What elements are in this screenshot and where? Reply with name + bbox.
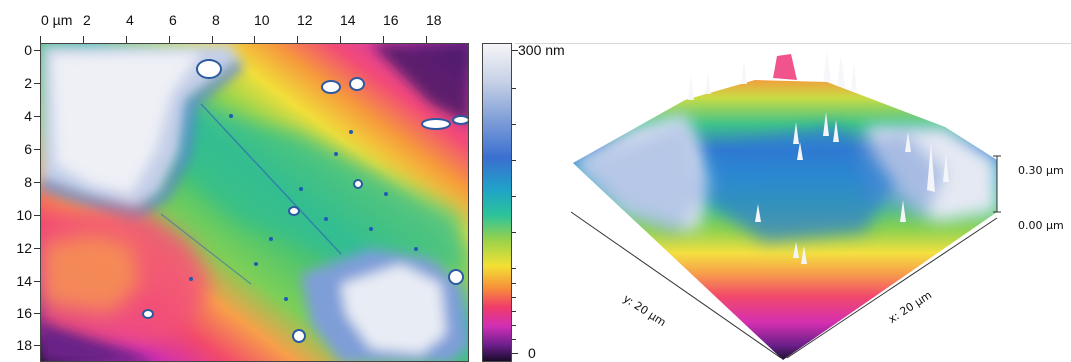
x-tick-label: 14 [340, 12, 356, 28]
x-axis-tick [169, 36, 170, 43]
x-axis-tick [126, 36, 127, 43]
x-axis-tick [297, 36, 298, 43]
x-tick-label: 8 [212, 12, 220, 28]
y-tick-label: 2 [24, 75, 32, 91]
y-axis-tick [34, 50, 40, 51]
scale-tick [512, 160, 516, 161]
3d-z-top-label: 0.30 µm [1018, 164, 1064, 177]
x-tick-label: 0 µm [41, 12, 73, 28]
y-axis-tick [34, 313, 40, 314]
afm-height-map [40, 43, 469, 362]
scale-tick [512, 325, 516, 326]
x-tick-label: 6 [169, 12, 177, 28]
x-axis-tick [383, 36, 384, 43]
scale-tick [512, 50, 518, 51]
scale-tick [512, 196, 516, 197]
x-tick-label: 16 [383, 12, 399, 28]
y-axis-tick [34, 215, 40, 216]
x-tick-label: 18 [426, 12, 442, 28]
y-axis-tick [34, 248, 40, 249]
x-tick-label: 2 [83, 12, 91, 28]
color-scale-max-label: 300 nm [518, 42, 565, 58]
y-axis-tick [34, 345, 40, 346]
3d-y-axis-line [570, 211, 782, 359]
scale-tick [512, 124, 516, 125]
y-tick-label: 12 [16, 240, 32, 256]
scale-tick [512, 353, 518, 354]
y-tick-label: 0 [24, 42, 32, 58]
3d-z-bottom-label: 0.00 µm [1018, 219, 1064, 232]
y-axis-tick [34, 281, 40, 282]
scale-tick [512, 283, 516, 284]
x-axis-tick [340, 36, 341, 43]
scale-tick [512, 339, 516, 340]
x-tick-label: 12 [297, 12, 313, 28]
y-tick-label: 14 [16, 273, 32, 289]
y-axis-tick [34, 116, 40, 117]
scale-tick [512, 311, 516, 312]
scale-tick [512, 88, 516, 89]
y-axis-tick [34, 149, 40, 150]
y-axis-tick [34, 182, 40, 183]
x-axis-tick [254, 36, 255, 43]
afm-3d-surface-view [570, 50, 1001, 360]
top-separator-line [515, 43, 1071, 44]
scale-tick [512, 232, 516, 233]
x-axis-tick [40, 36, 41, 43]
scale-tick [512, 268, 516, 269]
3d-x-axis-line [786, 217, 998, 359]
afm-height-map-image [41, 44, 468, 361]
y-axis-tick [34, 83, 40, 84]
x-tick-label: 4 [126, 12, 134, 28]
scale-tick [512, 297, 516, 298]
height-color-scale-bar [482, 43, 512, 362]
y-tick-label: 6 [24, 141, 32, 157]
y-tick-label: 16 [16, 305, 32, 321]
y-tick-label: 10 [16, 207, 32, 223]
x-tick-label: 10 [254, 12, 270, 28]
x-axis-tick [83, 36, 84, 43]
y-tick-label: 4 [24, 108, 32, 124]
x-axis-tick [212, 36, 213, 43]
y-tick-label: 8 [24, 174, 32, 190]
y-tick-label: 18 [16, 337, 32, 353]
color-scale-min-label: 0 [528, 345, 536, 361]
x-axis-tick [426, 36, 427, 43]
